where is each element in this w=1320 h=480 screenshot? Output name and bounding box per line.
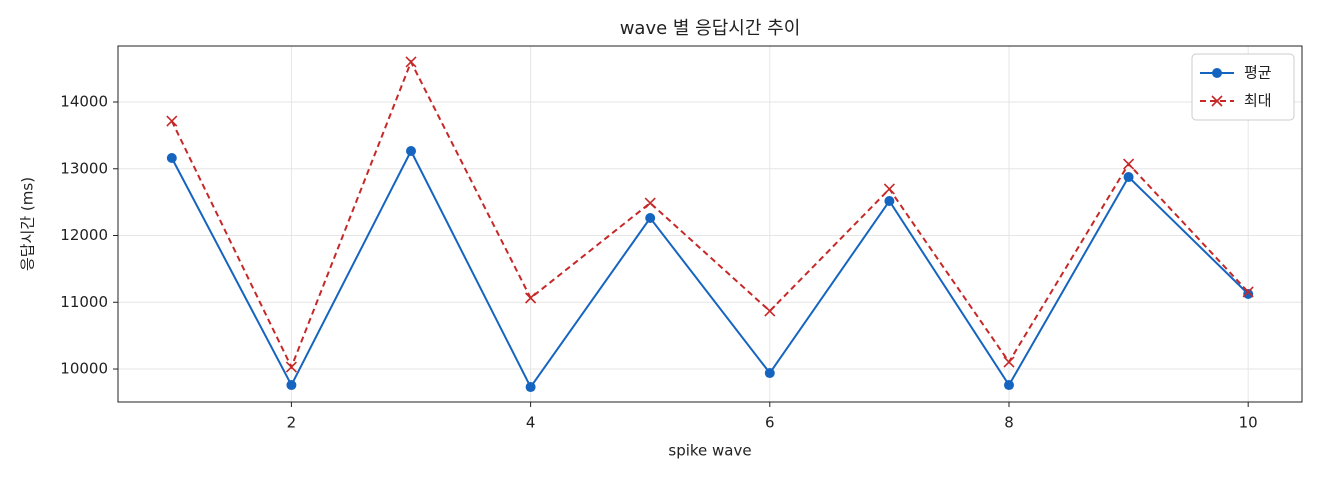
data-point bbox=[644, 197, 656, 209]
x-tick-label: 4 bbox=[526, 414, 536, 432]
y-tick-label: 10000 bbox=[60, 360, 108, 378]
data-point bbox=[525, 292, 537, 304]
series-line bbox=[170, 59, 1249, 370]
y-axis-label: 응답시간 (ms) bbox=[19, 177, 37, 271]
data-point bbox=[406, 146, 417, 157]
x-axis-label: spike wave bbox=[668, 442, 751, 460]
legend-marker bbox=[1212, 68, 1222, 78]
data-point bbox=[1242, 286, 1254, 298]
legend-box bbox=[1191, 53, 1295, 121]
data-point bbox=[166, 115, 178, 127]
legend-label: 최대 bbox=[1244, 92, 1272, 110]
data-point bbox=[285, 361, 297, 373]
data-point bbox=[1123, 172, 1134, 183]
legend-marker bbox=[1211, 95, 1223, 107]
y-tick-label: 13000 bbox=[60, 159, 108, 177]
x-tick-label: 2 bbox=[287, 414, 297, 432]
data-point bbox=[405, 56, 417, 68]
y-tick-label: 11000 bbox=[60, 293, 108, 311]
x-tick-label: 8 bbox=[1004, 414, 1014, 432]
data-point bbox=[1123, 158, 1135, 170]
plot-frame bbox=[117, 45, 1303, 403]
x-tick-label: 10 bbox=[1239, 414, 1258, 432]
y-tick-label: 14000 bbox=[60, 93, 108, 111]
data-point bbox=[645, 213, 656, 224]
data-point bbox=[525, 382, 536, 393]
series-line bbox=[170, 148, 1249, 389]
data-point bbox=[764, 368, 775, 379]
data-point bbox=[764, 305, 776, 317]
y-tick-label: 12000 bbox=[60, 226, 108, 244]
data-point bbox=[1243, 288, 1254, 299]
data-point bbox=[166, 153, 177, 164]
data-point bbox=[884, 196, 895, 207]
legend-label: 평균 bbox=[1244, 64, 1272, 82]
data-point bbox=[1003, 380, 1014, 391]
data-point bbox=[1003, 356, 1015, 368]
chart-title: wave 별 응답시간 추이 bbox=[620, 18, 801, 39]
data-point bbox=[883, 183, 895, 195]
data-point bbox=[286, 380, 297, 391]
x-tick-label: 6 bbox=[765, 414, 775, 432]
